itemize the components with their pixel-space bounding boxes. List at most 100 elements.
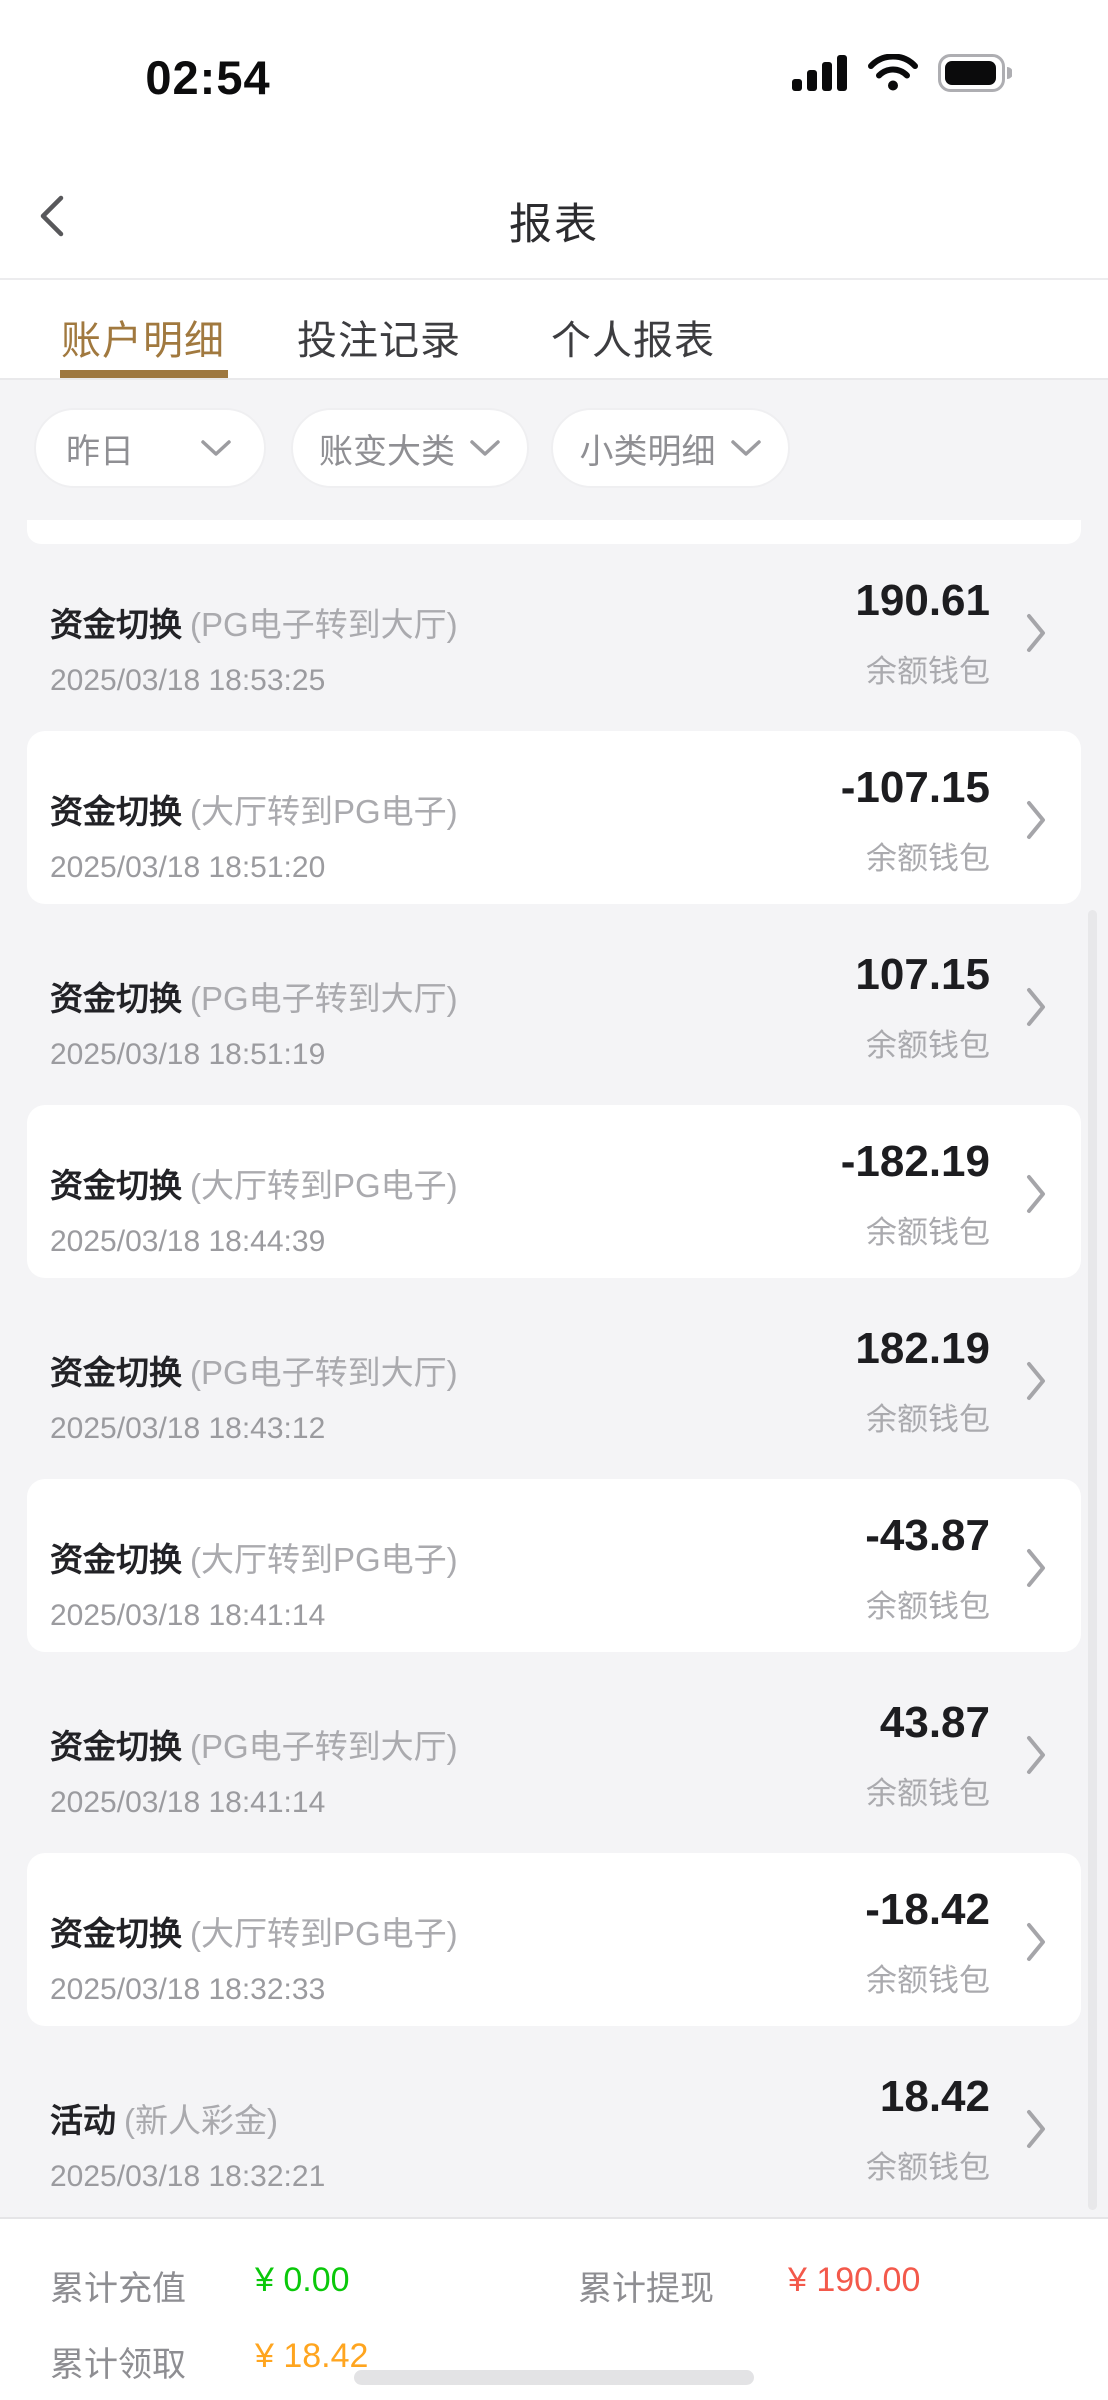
tab-betting-records[interactable]: 投注记录 [297, 319, 461, 363]
filter-label: 账变大类 [319, 432, 455, 471]
withdraw-total-label: 累计提现 [578, 2270, 714, 2308]
transaction-type: 资金切换 [50, 606, 182, 643]
chevron-right-icon [1027, 801, 1045, 839]
transaction-detail: (PG电子转到大厅) [190, 1728, 458, 1765]
chevron-down-icon [730, 440, 761, 456]
transaction-type: 资金切换 [50, 1541, 182, 1578]
status-bar: 02:54 [0, 0, 1108, 150]
chevron-down-icon [470, 440, 500, 456]
transaction-datetime: 2025/03/18 18:43:12 [50, 1412, 326, 1445]
wallet-label: 余额钱包 [866, 1963, 990, 1998]
transaction-row[interactable]: 资金切换 (PG电子转到大厅) 2025/03/18 18:43:12 182.1… [0, 1292, 1108, 1479]
transaction-detail: (大厅转到PG电子) [190, 1915, 458, 1952]
transaction-amount: -18.42 [865, 1885, 990, 1934]
transaction-row[interactable]: 活动 (新人彩金) 2025/03/18 18:32:21 18.42 余额钱包 [0, 2040, 1108, 2217]
transaction-type: 资金切换 [50, 1915, 182, 1952]
transaction-type: 活动 [50, 2102, 116, 2139]
transaction-datetime: 2025/03/18 18:32:21 [50, 2160, 326, 2193]
back-button[interactable] [28, 190, 76, 242]
transaction-detail: (PG电子转到大厅) [190, 606, 458, 643]
chevron-right-icon [1027, 1549, 1045, 1587]
wallet-label: 余额钱包 [866, 654, 990, 689]
status-time: 02:54 [145, 51, 271, 104]
transaction-datetime: 2025/03/18 18:41:14 [50, 1786, 326, 1819]
chevron-right-icon [1027, 988, 1045, 1026]
filter-label: 昨日 [66, 432, 134, 471]
deposit-total-label: 累计充值 [50, 2270, 186, 2308]
wallet-label: 余额钱包 [866, 1776, 990, 1811]
page-title: 报表 [509, 201, 599, 249]
wallet-label: 余额钱包 [866, 1402, 990, 1437]
transaction-datetime: 2025/03/18 18:53:25 [50, 664, 326, 697]
wallet-label: 余额钱包 [866, 1215, 990, 1250]
chevron-right-icon [1027, 1175, 1045, 1213]
scrollbar[interactable] [1088, 910, 1097, 2210]
chevron-right-icon [1027, 614, 1045, 652]
wallet-label: 余额钱包 [866, 1028, 990, 1063]
transaction-amount: -182.19 [840, 1137, 990, 1186]
transaction-type: 资金切换 [50, 1167, 182, 1204]
chevron-left-icon [40, 195, 64, 237]
transaction-amount: -43.87 [865, 1511, 990, 1560]
tab-bar: 账户明细 投注记录 个人报表 [0, 280, 1108, 380]
filter-date-dropdown[interactable]: 昨日 [34, 408, 266, 488]
transaction-type: 资金切换 [50, 793, 182, 830]
chevron-right-icon [1027, 1362, 1045, 1400]
chevron-right-icon [1027, 1923, 1045, 1961]
transaction-amount: -107.15 [840, 763, 990, 812]
wallet-label: 余额钱包 [866, 841, 990, 876]
chevron-right-icon [1027, 1736, 1045, 1774]
transaction-row[interactable]: 资金切换 (大厅转到PG电子) 2025/03/18 18:44:39 -182.… [0, 1105, 1108, 1292]
transaction-datetime: 2025/03/18 18:44:39 [50, 1225, 326, 1258]
home-indicator [354, 2370, 754, 2385]
wallet-label: 余额钱包 [866, 2150, 990, 2185]
transaction-list: 资金切换 (PG电子转到大厅) 2025/03/18 18:53:25 190.6… [0, 500, 1108, 2217]
transaction-row[interactable]: 资金切换 (PG电子转到大厅) 2025/03/18 18:41:14 43.87… [0, 1666, 1108, 1853]
transaction-detail: (大厅转到PG电子) [190, 1541, 458, 1578]
transaction-datetime: 2025/03/18 18:51:19 [50, 1038, 326, 1071]
transaction-type: 资金切换 [50, 980, 182, 1017]
cellular-signal-icon [792, 55, 847, 91]
filter-label: 小类明细 [579, 432, 716, 471]
chevron-right-icon [1027, 2110, 1045, 2148]
filter-bar: 昨日 账变大类 小类明细 [0, 380, 1108, 500]
filter-category-dropdown[interactable]: 账变大类 [291, 408, 529, 488]
transaction-detail: (新人彩金) [124, 2102, 278, 2139]
transaction-detail: (大厅转到PG电子) [190, 793, 458, 830]
transaction-row[interactable]: 资金切换 (PG电子转到大厅) 2025/03/18 18:51:19 107.1… [0, 918, 1108, 1105]
transaction-detail: (PG电子转到大厅) [190, 980, 458, 1017]
transaction-row[interactable]: 资金切换 (大厅转到PG电子) 2025/03/18 18:51:20 -107.… [0, 731, 1108, 918]
wallet-label: 余额钱包 [866, 1589, 990, 1624]
status-icons [792, 52, 1012, 94]
transaction-amount: 182.19 [855, 1324, 990, 1373]
transaction-amount: 190.61 [855, 576, 990, 625]
chevron-down-icon [201, 440, 231, 456]
withdraw-total-value: ¥ 190.00 [788, 2261, 921, 2299]
transaction-amount: 107.15 [855, 950, 990, 999]
summary-bar: 累计充值 ¥ 0.00 累计提现 ¥ 190.00 累计领取 ¥ 18.42 [0, 2217, 1108, 2400]
transaction-detail: (大厅转到PG电子) [190, 1167, 458, 1204]
transaction-row[interactable]: 资金切换 (PG电子转到大厅) 2025/03/18 18:53:25 190.6… [0, 544, 1108, 731]
claim-total-label: 累计领取 [50, 2346, 186, 2384]
tab-personal-report[interactable]: 个人报表 [551, 319, 715, 363]
transaction-type: 资金切换 [50, 1728, 182, 1765]
tab-account-details[interactable]: 账户明细 [61, 319, 225, 363]
transaction-row[interactable]: 资金切换 (大厅转到PG电子) 2025/03/18 18:41:14 -43.8… [0, 1479, 1108, 1666]
page-header: 报表 [0, 150, 1108, 280]
transaction-amount: 43.87 [879, 1698, 990, 1747]
wifi-icon [868, 54, 918, 91]
transaction-datetime: 2025/03/18 18:41:14 [50, 1599, 326, 1632]
active-tab-underline [60, 370, 228, 378]
transaction-datetime: 2025/03/18 18:51:20 [50, 851, 326, 884]
transaction-type: 资金切换 [50, 1354, 182, 1391]
transaction-datetime: 2025/03/18 18:32:33 [50, 1973, 326, 2006]
transaction-row[interactable]: 资金切换 (大厅转到PG电子) 2025/03/18 18:32:33 -18.4… [0, 1853, 1108, 2040]
scrolled-row-remnant [27, 520, 1081, 544]
transaction-amount: 18.42 [879, 2072, 990, 2121]
claim-total-value: ¥ 18.42 [255, 2337, 369, 2375]
transaction-detail: (PG电子转到大厅) [190, 1354, 458, 1391]
deposit-total-value: ¥ 0.00 [255, 2261, 350, 2299]
filter-subcategory-dropdown[interactable]: 小类明细 [551, 408, 790, 488]
battery-icon [938, 54, 1012, 92]
